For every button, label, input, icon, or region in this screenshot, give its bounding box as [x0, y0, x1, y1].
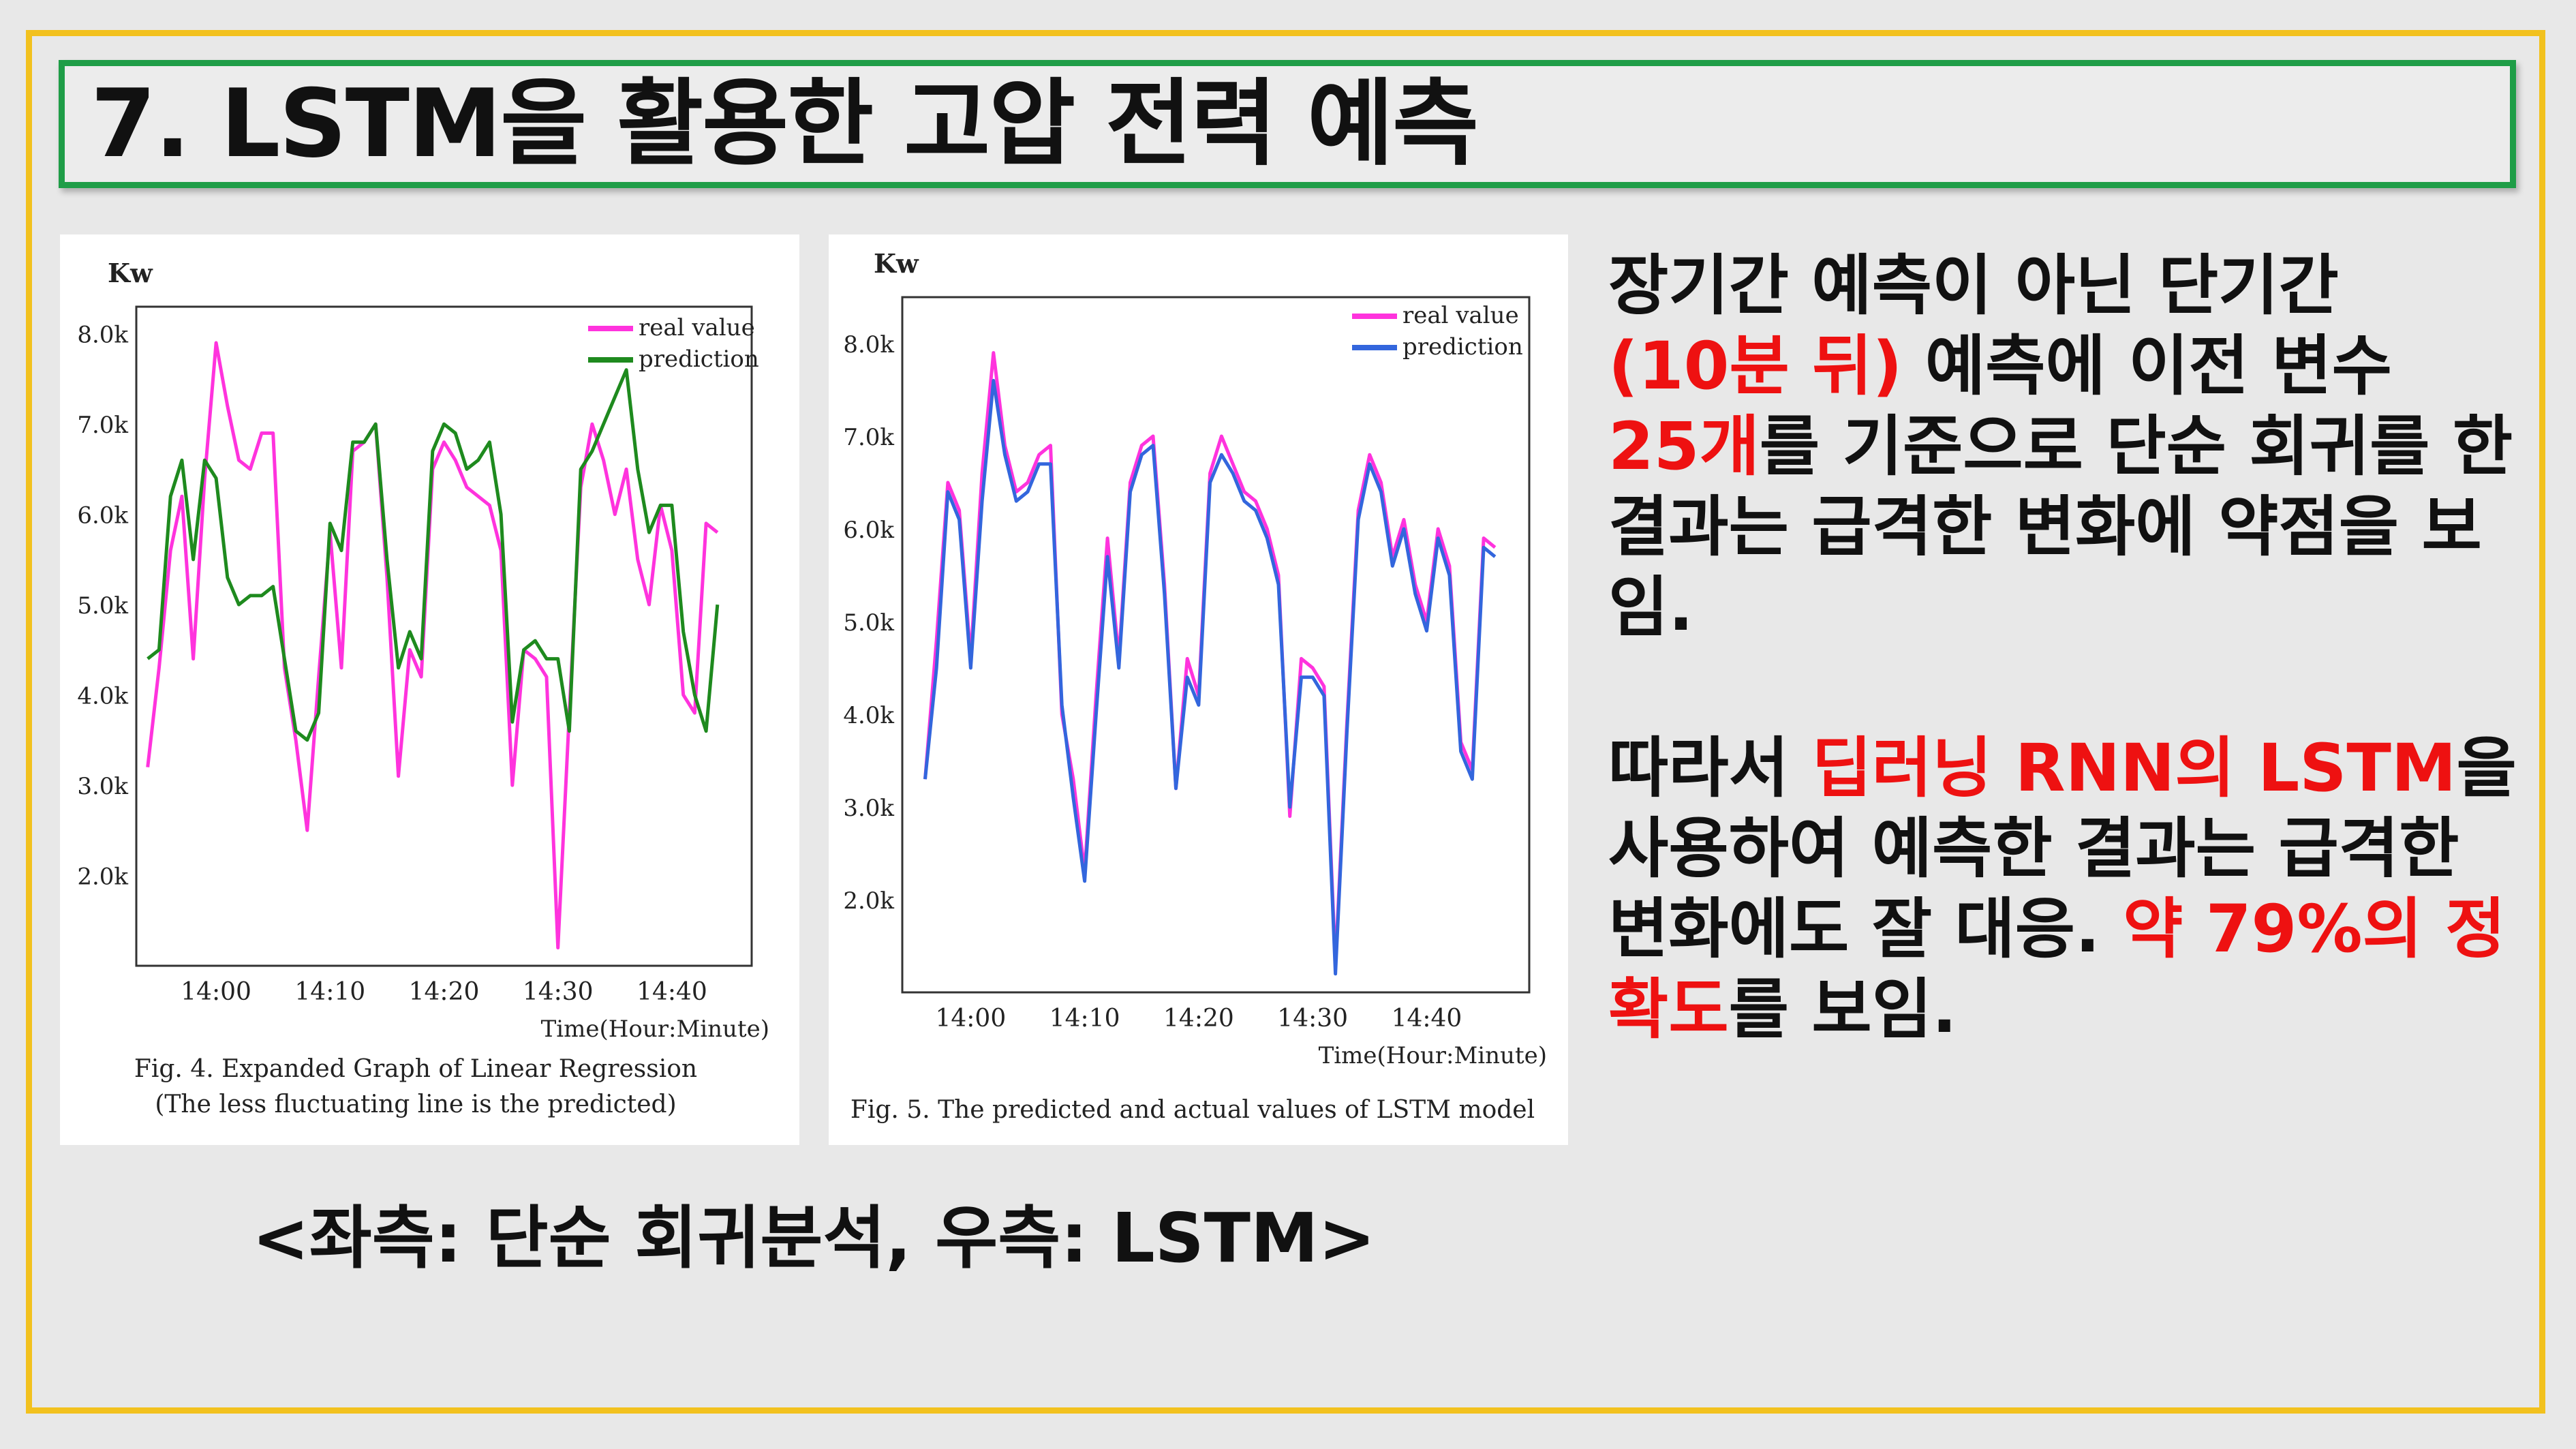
- x-axis-label: Time(Hour:Minute): [541, 1016, 769, 1043]
- linear-regression-chart: Kw 8.0k 7.0k 6.0k 5.0k 4.0k 3.0k 2.0k 14:00 14:10…: [77, 258, 769, 1118]
- series-line-real-value: [923, 351, 1497, 966]
- figure-caption-line: Fig. 5. The predicted and actual values …: [850, 1096, 1535, 1124]
- y-tick-label: 8.0k: [843, 331, 894, 359]
- x-tick-label: 14:00: [181, 978, 251, 1006]
- y-tick-label: 3.0k: [77, 773, 128, 800]
- y-axis-label: Kw: [874, 248, 919, 279]
- series-line-prediction: [923, 378, 1497, 976]
- y-tick-label: 7.0k: [77, 412, 128, 439]
- title-box: 7. LSTM을 활용한 고압 전력 예측: [59, 60, 2516, 188]
- y-tick-label: 4.0k: [77, 683, 128, 710]
- y-tick-label: 8.0k: [77, 322, 128, 349]
- legend-label: real value: [639, 314, 755, 341]
- series-line-prediction: [147, 368, 720, 742]
- x-tick-label: 14:00: [935, 1005, 1006, 1033]
- x-tick-label: 14:20: [409, 978, 480, 1006]
- y-tick-label: 5.0k: [77, 592, 128, 620]
- desc2-seg2: 을 사용하여 예측한 결과는 급격한 변화에도 잘 대응.: [1608, 730, 2517, 967]
- x-tick-label: 14:40: [1392, 1005, 1462, 1033]
- desc1-seg2: 예측에 이전 변수: [1902, 328, 2392, 404]
- plot-frame: [901, 296, 1531, 994]
- figure-caption-line: (The less fluctuating line is the predic…: [155, 1090, 676, 1118]
- desc1-seg4: 를 기준으로 단순 회귀를 한 결과는 급격한 변화에 약점을 보임.: [1608, 408, 2513, 645]
- y-tick-label: 4.0k: [843, 702, 894, 729]
- x-axis-label: Time(Hour:Minute): [1319, 1042, 1547, 1069]
- figure-caption-line: Fig. 4. Expanded Graph of Linear Regress…: [134, 1055, 697, 1083]
- y-tick-label: 6.0k: [77, 502, 128, 530]
- desc2-seg1: 딥러닝 RNN의 LSTM: [1811, 730, 2457, 806]
- y-tick-label: 3.0k: [843, 795, 894, 822]
- description-text: 장기간 예측이 아닌 단기간 (10분 뒤) 예측에 이전 변수 25개를 기준…: [1608, 245, 2535, 1050]
- legend-label: real value: [1402, 302, 1519, 329]
- x-tick-label: 14:30: [1277, 1005, 1348, 1033]
- slide-border: [26, 30, 2545, 1414]
- slide-title: 7. LSTM을 활용한 고압 전력 예측: [91, 69, 1479, 179]
- x-tick-label: 14:40: [637, 978, 707, 1006]
- y-tick-label: 5.0k: [843, 609, 894, 637]
- desc2-seg4: 를 보임.: [1728, 971, 1957, 1048]
- y-tick-label: 2.0k: [843, 887, 894, 915]
- desc2-seg0: 따라서: [1608, 730, 1812, 806]
- desc2-seg3: 약 79%의 정확도: [1608, 891, 2506, 1048]
- legend-label: prediction: [1402, 333, 1523, 361]
- x-tick-label: 14:10: [294, 978, 365, 1006]
- x-tick-label: 14:30: [523, 978, 594, 1006]
- description-paragraph-2: 따라서 딥러닝 RNN의 LSTM을 사용하여 예측한 결과는 급격한 변화에도…: [1608, 728, 2535, 1050]
- y-tick-label: 6.0k: [843, 517, 894, 544]
- description-paragraph-1: 장기간 예측이 아닌 단기간 (10분 뒤) 예측에 이전 변수 25개를 기준…: [1608, 245, 2535, 647]
- bottom-caption: <좌측: 단순 회귀분석, 우측: LSTM>: [252, 1198, 1376, 1278]
- y-tick-label: 2.0k: [77, 864, 128, 891]
- lstm-chart-panel: Kw 8.0k 7.0k 6.0k 5.0k 4.0k 3.0k 2.0k 14:00 14:10…: [829, 234, 1568, 1145]
- linear-regression-chart-panel: Kw 8.0k 7.0k 6.0k 5.0k 4.0k 3.0k 2.0k 14:00 14:10…: [60, 234, 799, 1145]
- desc1-seg0: 장기간 예측이 아닌 단기간: [1608, 247, 2339, 324]
- x-tick-label: 14:10: [1049, 1005, 1120, 1033]
- x-tick-label: 14:20: [1163, 1005, 1234, 1033]
- desc1-seg1: (10분 뒤): [1608, 328, 1903, 404]
- desc1-seg3: 25개: [1608, 408, 1760, 485]
- y-tick-label: 7.0k: [843, 424, 894, 451]
- lstm-chart: Kw 8.0k 7.0k 6.0k 5.0k 4.0k 3.0k 2.0k 14:00 14:10…: [843, 248, 1547, 1124]
- legend-label: prediction: [639, 346, 759, 373]
- plot-frame: [135, 305, 753, 967]
- y-axis-label: Kw: [108, 258, 153, 288]
